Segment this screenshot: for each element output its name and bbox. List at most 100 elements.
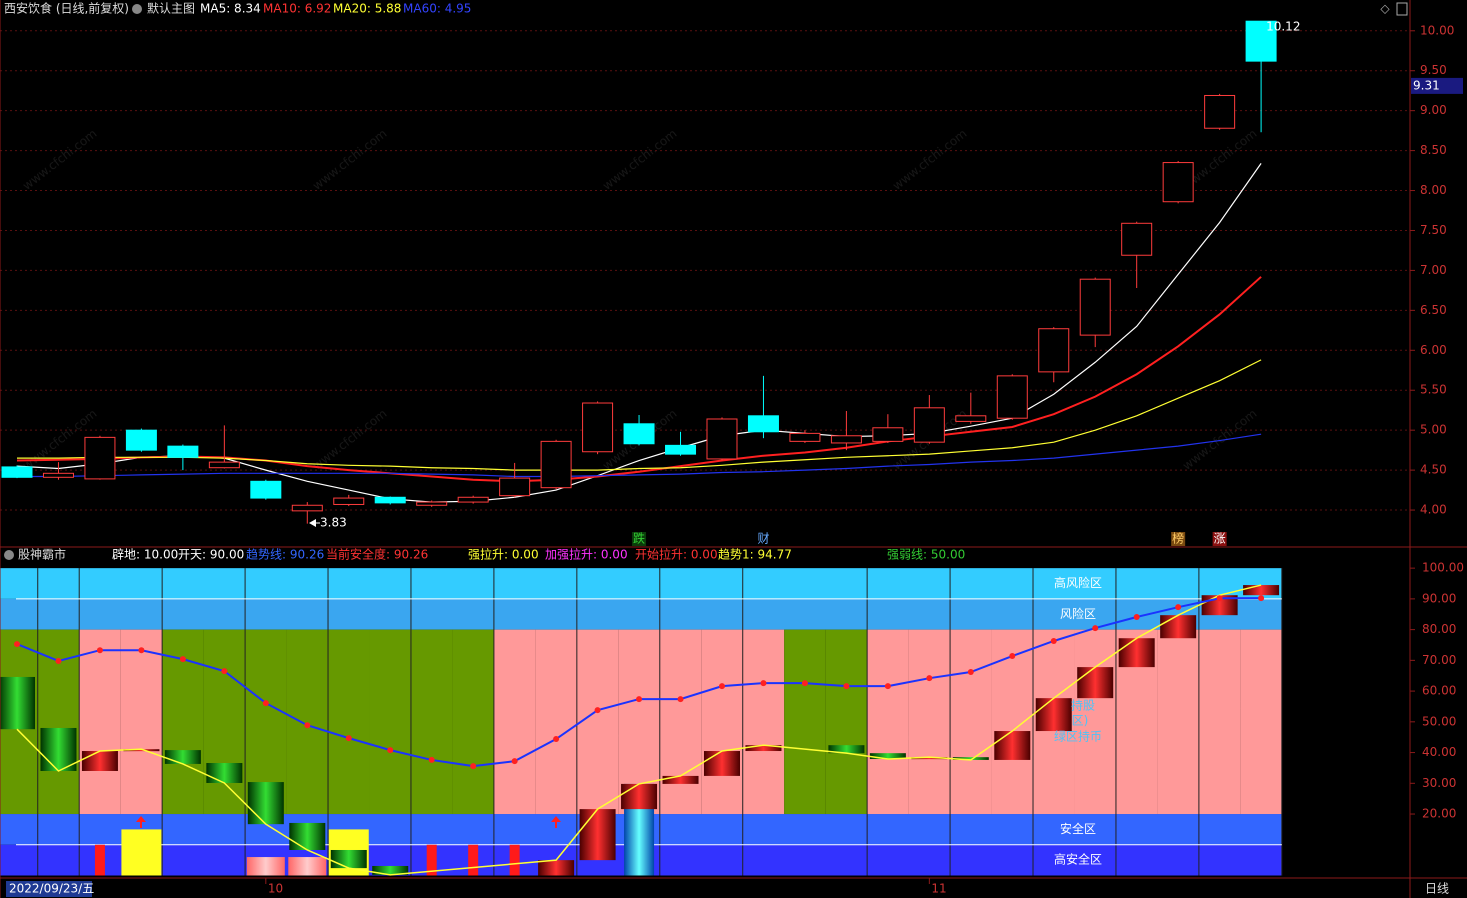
trend-block xyxy=(1243,585,1280,596)
trend-block xyxy=(828,745,865,754)
trend-dot xyxy=(884,683,891,690)
zone-column xyxy=(535,629,577,815)
indicator-value: 辟地: 10.00 xyxy=(112,547,178,562)
trend-dot xyxy=(843,683,850,690)
candle-body xyxy=(333,497,365,505)
trend-block xyxy=(703,751,740,776)
signal-bar xyxy=(121,829,162,876)
y-tick-label: 50.00 xyxy=(1422,714,1456,728)
indicator-value: 趋势1: 94.77 xyxy=(718,548,792,562)
candle-body xyxy=(1121,222,1153,256)
trend-block xyxy=(869,753,906,760)
low-label: 3.83 xyxy=(320,516,347,530)
zone-label: 高安全区 xyxy=(1054,852,1102,867)
zone-band xyxy=(0,568,1282,599)
y-tick-label: 7.00 xyxy=(1420,263,1447,277)
trend-dot xyxy=(470,763,477,770)
y-tick-label: 6.50 xyxy=(1420,303,1447,317)
trend-dot xyxy=(1216,595,1223,602)
y-tick-label: 6.00 xyxy=(1420,343,1447,357)
trend-block xyxy=(247,782,284,825)
trend-dot xyxy=(387,747,394,754)
y-tick-label: 4.00 xyxy=(1420,503,1447,517)
candle-body xyxy=(125,429,157,451)
candle-body xyxy=(1245,20,1277,62)
trend-dot xyxy=(1133,614,1140,621)
event-label: 财 xyxy=(757,532,769,546)
indicator-value: 强弱线: 50.00 xyxy=(887,548,965,562)
trend-dot xyxy=(1009,653,1016,660)
trend-dot xyxy=(594,707,601,714)
candle-body xyxy=(167,445,199,458)
y-tick-label: 80.00 xyxy=(1422,622,1456,636)
zone-column xyxy=(908,629,951,815)
diamond-icon[interactable]: ◇ xyxy=(1380,2,1390,16)
zone-column xyxy=(203,629,246,815)
date-box xyxy=(6,881,92,897)
trend-block xyxy=(621,783,658,810)
trend-dot xyxy=(801,680,808,687)
trend-block xyxy=(538,860,575,876)
candle-body xyxy=(208,461,240,469)
trend-dot xyxy=(304,722,311,729)
panel-icon[interactable] xyxy=(1396,2,1408,16)
candle-body xyxy=(623,423,655,445)
y-tick-label: 9.50 xyxy=(1420,63,1447,77)
trend-block xyxy=(994,731,1031,760)
signal-bar xyxy=(426,844,437,876)
candle-body xyxy=(84,436,116,480)
signal-bar xyxy=(94,844,105,876)
candle-body xyxy=(789,432,821,442)
trend-block xyxy=(372,865,409,875)
overlay-text: 绿区持币 xyxy=(1054,729,1102,744)
trend-block xyxy=(0,676,35,730)
zone-column xyxy=(742,629,785,815)
event-badge xyxy=(1212,532,1227,546)
candle-body xyxy=(540,440,572,489)
ma-label: MA20: 5.88 xyxy=(333,2,401,16)
candle-body xyxy=(416,501,448,506)
trend-dot xyxy=(1050,637,1057,644)
trend-dot xyxy=(636,696,643,703)
trend-block xyxy=(81,751,118,771)
overlay-text: 区) xyxy=(1072,714,1089,728)
y-tick-label: 40.00 xyxy=(1422,745,1456,759)
y-tick-label: 30.00 xyxy=(1422,776,1456,790)
zone-column xyxy=(659,629,702,815)
trend-dot xyxy=(428,756,435,763)
trend-block xyxy=(330,849,367,869)
indicator-title: 股神霸市 xyxy=(18,547,66,562)
candle-body xyxy=(747,415,779,433)
y-tick-label: 9.00 xyxy=(1420,103,1447,117)
y-tick-label: 70.00 xyxy=(1422,653,1456,667)
zone-column xyxy=(328,629,370,815)
y-tick-label: 10.00 xyxy=(1420,23,1454,37)
candle-body xyxy=(42,472,74,478)
trend-block xyxy=(164,750,201,764)
indicator-value: 开始拉升: 0.00 xyxy=(635,547,718,562)
template-name[interactable]: 默认主图 xyxy=(147,1,195,16)
trend-dot xyxy=(1092,625,1099,632)
candle-body xyxy=(913,407,945,443)
signal-bar xyxy=(509,844,520,876)
candle-body xyxy=(1204,94,1236,129)
trend-dot xyxy=(262,700,269,707)
y-tick-label: 8.50 xyxy=(1420,143,1447,157)
zone-column xyxy=(867,629,909,815)
indicator-value: 加强拉升: 0.00 xyxy=(545,547,628,562)
event-label: 榜 xyxy=(1172,531,1184,546)
zone-label: 风险区 xyxy=(1060,606,1096,621)
candle-body xyxy=(706,418,738,460)
trend-block xyxy=(1160,615,1197,639)
period-label[interactable]: 日线 xyxy=(1425,882,1449,896)
menu-icon[interactable] xyxy=(132,4,142,14)
x-tick-label: 10 xyxy=(268,882,283,896)
ma-label: MA60: 4.95 xyxy=(403,2,471,16)
indicator-value: 当前安全度: 90.26 xyxy=(326,547,428,562)
trend-dot xyxy=(677,696,684,703)
menu-icon[interactable] xyxy=(4,550,14,560)
trend-block xyxy=(1077,667,1114,699)
trend-block xyxy=(1035,698,1072,732)
zone-column xyxy=(1240,629,1282,815)
ma-label: MA10: 6.92 xyxy=(263,2,331,16)
